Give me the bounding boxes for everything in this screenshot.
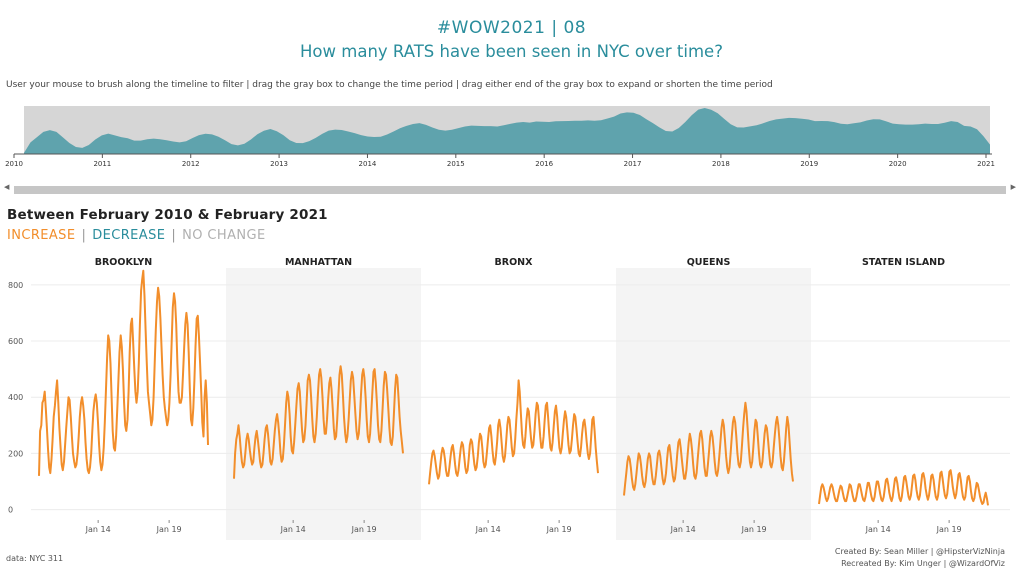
borough-title: BRONX	[495, 257, 534, 268]
x-tick-label: Jan 14	[670, 525, 696, 534]
y-tick-label: 400	[8, 393, 23, 402]
scroll-left-icon[interactable]: ◀	[4, 183, 10, 191]
borough-title: BROOKLYN	[95, 257, 153, 268]
y-tick-label: 800	[8, 281, 23, 290]
timeline-year-label: 2010	[5, 160, 23, 168]
credits: Created By: Sean Miller | @HipsterVizNin…	[835, 546, 1005, 570]
timeline-year-label: 2018	[712, 160, 730, 168]
timeline-year-label: 2017	[624, 160, 642, 168]
x-tick-label: Jan 19	[936, 525, 962, 534]
timeline-year-label: 2019	[800, 160, 818, 168]
timeline-area	[24, 108, 990, 154]
y-tick-label: 0	[8, 506, 13, 515]
timeline-year-label: 2016	[535, 160, 553, 168]
recreated-by: Recreated By: Kim Unger | @WizardOfViz	[841, 559, 1005, 568]
timeline-brush-chart[interactable]: 2010 2011 2012 2013 2014 2015 2016 2017 2018 2019…	[0, 102, 1000, 177]
y-tick-label: 200	[8, 449, 23, 458]
y-tick-label: 600	[8, 337, 23, 346]
timeline-year-label: 2013	[270, 160, 288, 168]
borough-line	[233, 365, 404, 479]
timeline-year-label: 2011	[93, 160, 111, 168]
borough-line	[818, 469, 989, 506]
scroll-right-icon[interactable]: ▶	[1010, 183, 1016, 191]
x-tick-label: Jan 14	[280, 525, 306, 534]
legend-separator: |	[171, 228, 177, 243]
x-tick-label: Jan 14	[475, 525, 501, 534]
x-tick-label: Jan 14	[85, 525, 111, 534]
borough-title: QUEENS	[687, 257, 731, 268]
x-tick-label: Jan 19	[546, 525, 572, 534]
created-by: Created By: Sean Miller | @HipsterVizNin…	[834, 547, 1005, 556]
borough-line	[623, 401, 794, 496]
timeline-year-label: 2012	[182, 160, 200, 168]
borough-line	[38, 269, 209, 476]
timeline-year-label: 2021	[977, 160, 995, 168]
timeline-year-label: 2020	[889, 160, 907, 168]
legend-separator: |	[81, 228, 87, 243]
legend-no-change[interactable]: NO CHANGE	[182, 228, 266, 243]
x-tick-label: Jan 19	[156, 525, 182, 534]
borough-line	[428, 379, 599, 485]
x-tick-label: Jan 19	[351, 525, 377, 534]
x-tick-label: Jan 19	[741, 525, 767, 534]
timeline-year-label: 2015	[447, 160, 465, 168]
period-label: Between February 2010 & February 2021	[7, 207, 328, 223]
dashboard-subtitle: How many RATS have been seen in NYC over…	[300, 42, 723, 61]
timeline-year-label: 2014	[359, 160, 377, 168]
borough-small-multiples: 0 200 400 600 800 BROOKLYN Jan 14 Jan 19 MANHATT…	[8, 257, 1010, 540]
borough-title: STATEN ISLAND	[862, 257, 945, 268]
legend-increase[interactable]: INCREASE	[7, 228, 76, 243]
color-legend: INCREASE | DECREASE | NO CHANGE	[7, 228, 266, 243]
x-tick-label: Jan 14	[865, 525, 891, 534]
scroll-thumb[interactable]	[14, 186, 1006, 194]
instructions-text: User your mouse to brush along the timel…	[6, 80, 773, 90]
data-source: data: NYC 311	[6, 554, 64, 563]
timeline-scrollbar[interactable]: ◀ ▶	[4, 183, 1016, 195]
borough-title: MANHATTAN	[285, 257, 352, 268]
dashboard-title: #WOW2021 | 08	[436, 18, 587, 38]
panel-background	[616, 268, 811, 540]
legend-decrease[interactable]: DECREASE	[92, 228, 166, 243]
